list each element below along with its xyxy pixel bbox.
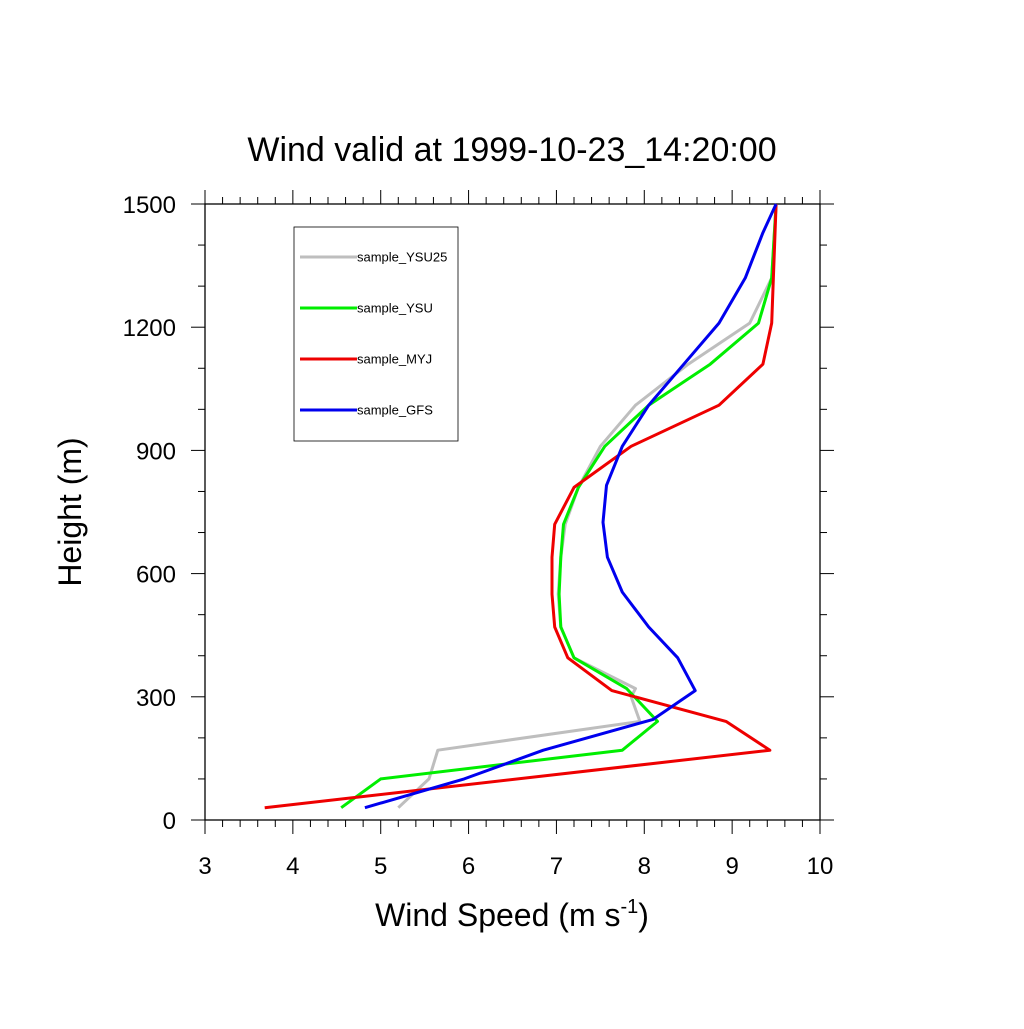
x-tick-label: 8: [638, 853, 651, 880]
legend: sample_YSU25 sample_YSU sample_MYJ sample_G…: [293, 226, 459, 442]
y-tick-label: 300: [136, 685, 176, 712]
chart-title: Wind valid at 1999-10-23_14:20:00: [247, 131, 776, 169]
legend-label: sample_YSU25: [357, 250, 447, 265]
y-tick-label: 0: [163, 808, 176, 835]
x-tick-label: 7: [550, 853, 563, 880]
y-tick-label: 1500: [123, 192, 176, 219]
x-axis-label: Wind Speed (m s-1): [375, 896, 649, 933]
axis-ticks: 3 4 5 6 7 8 9 10 0 300 600 900 1200 1500: [123, 190, 834, 880]
x-tick-label: 4: [286, 853, 299, 880]
x-tick-label: 5: [374, 853, 387, 880]
y-tick-label: 600: [136, 562, 176, 589]
x-axis-label-main: Wind Speed (m s: [375, 897, 620, 933]
x-tick-label: 10: [807, 853, 834, 880]
y-axis-label: Height (m): [52, 437, 88, 586]
x-axis-label-suffix: ): [638, 897, 649, 933]
y-tick-label: 900: [136, 438, 176, 465]
x-tick-label: 3: [198, 853, 211, 880]
x-tick-label: 6: [462, 853, 475, 880]
plot-border: [204, 203, 821, 821]
plot-frame: [204, 203, 821, 821]
x-tick-label: 9: [725, 853, 738, 880]
series-line-sample_GFS: [364, 203, 778, 810]
y-tick-label: 1200: [123, 315, 176, 342]
legend-label: sample_GFS: [357, 403, 433, 418]
series-line-sample_MYJ: [264, 203, 778, 810]
series-lines: [264, 203, 778, 810]
series-line-sample_YSU: [340, 203, 778, 809]
legend-label: sample_MYJ: [357, 352, 432, 367]
x-axis-label-superscript: -1: [620, 896, 638, 918]
legend-label: sample_YSU: [357, 301, 433, 316]
legend-box: [293, 226, 459, 442]
